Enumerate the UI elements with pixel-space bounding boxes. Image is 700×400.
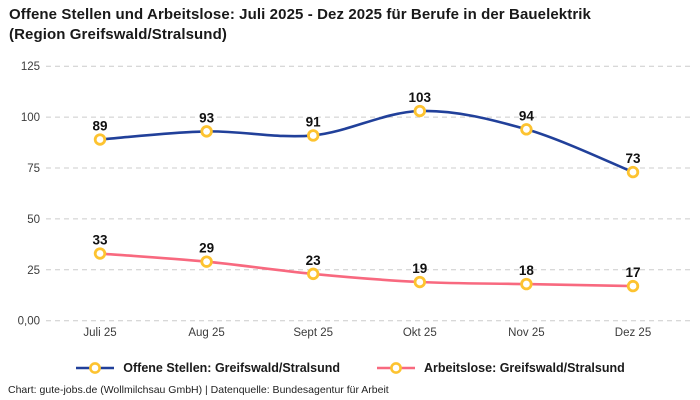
chart-legend: Offene Stellen: Greifswald/Stralsund Arb… [0,354,700,382]
data-point-marker[interactable] [200,255,213,268]
data-point-value-label: 19 [412,261,427,276]
x-axis-tick-label: Okt 25 [403,327,437,339]
legend-swatch-offene-stellen [76,362,115,374]
series-line-1 [98,252,635,288]
legend-item-offene-stellen[interactable]: Offene Stellen: Greifswald/Stralsund [75,361,340,375]
data-point-marker[interactable] [520,277,533,291]
data-point-marker[interactable] [626,165,640,179]
data-point-value-label: 73 [625,151,641,166]
y-axis-tick-label: 100 [21,112,40,124]
chart-title: Offene Stellen und Arbeitslose: Juli 202… [9,5,691,46]
x-axis-tick-label: Sept 25 [293,327,333,339]
y-axis-tick-label: 125 [21,61,40,73]
data-point-value-label: 91 [306,114,322,129]
y-axis-tick-label: 75 [27,163,40,175]
data-point-marker[interactable] [200,125,213,138]
data-point-value-label: 17 [625,265,640,280]
data-point-marker[interactable] [413,104,427,118]
data-point-marker[interactable] [413,275,427,289]
data-point-marker[interactable] [307,129,320,142]
data-point-marker[interactable] [93,247,107,260]
legend-label-arbeitslose: Arbeitslose: Greifswald/Stralsund [423,361,625,375]
data-point-marker[interactable] [520,123,533,136]
x-axis-tick-label: Aug 25 [188,327,224,339]
chart-source-attribution: Chart: gute-jobs.de (Wollmilchsau GmbH) … [8,384,389,396]
data-point-value-label: 33 [92,233,108,248]
data-point-value-label: 23 [306,253,322,268]
y-axis-tick-label: 50 [27,214,40,226]
data-point-value-label: 18 [519,263,535,278]
data-point-marker[interactable] [307,267,320,281]
x-axis-tick-label: Juli 25 [83,327,116,339]
chart-title-line1: Offene Stellen und Arbeitslose: Juli 202… [9,6,591,23]
x-axis-tick-label: Dez 25 [615,327,651,339]
line-chart-plot-area: 125 100 75 50 25 0,00 Juli 25 Aug 25 Sept 25 Okt … [18,61,692,339]
data-point-value-label: 103 [409,90,432,105]
data-point-value-label: 89 [92,119,107,134]
series-line-0 [98,109,635,174]
data-point-value-label: 93 [199,110,215,125]
y-axis-tick-label: 25 [27,265,40,277]
y-axis-tick-label: 0,00 [18,316,40,328]
x-axis-tick-label: Nov 25 [508,327,544,339]
legend-swatch-arbeitslose [376,362,415,374]
data-point-value-label: 94 [519,108,535,123]
data-point-value-label: 29 [199,241,214,256]
data-point-marker[interactable] [626,279,640,293]
data-point-marker[interactable] [93,133,107,146]
chart-title-line2: (Region Greifswald/Stralsund) [9,26,227,44]
legend-label-offene-stellen: Offene Stellen: Greifswald/Stralsund [123,361,340,375]
legend-item-arbeitslose[interactable]: Arbeitslose: Greifswald/Stralsund [376,361,625,375]
